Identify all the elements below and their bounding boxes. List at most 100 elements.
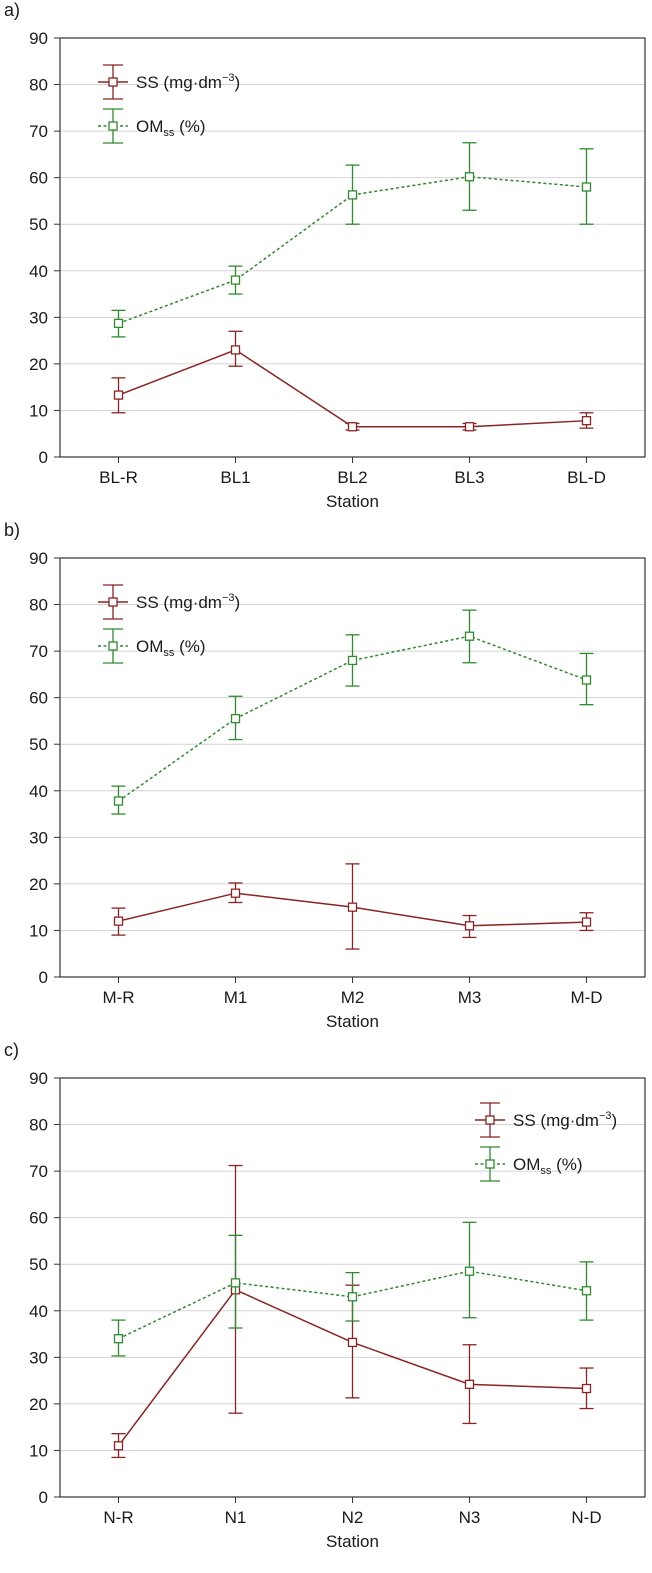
x-axis-label: Station <box>326 1012 379 1031</box>
x-tick-label: M2 <box>341 988 365 1007</box>
legend-ss-label: SS (mg·dm−3) <box>513 1110 617 1130</box>
y-tick-label: 70 <box>29 642 48 661</box>
series-om <box>111 609 594 815</box>
data-point <box>230 888 241 898</box>
y-tick-label: 50 <box>29 1255 48 1274</box>
data-point <box>113 1334 124 1344</box>
data-point <box>113 796 124 806</box>
y-tick-label: 40 <box>29 1302 48 1321</box>
x-tick-label: N-D <box>571 1508 601 1527</box>
data-point <box>230 713 241 724</box>
y-tick-label: 60 <box>29 1209 48 1228</box>
data-point <box>113 916 124 926</box>
legend-om-marker <box>108 121 118 131</box>
legend-om-label: OMss (%) <box>513 1155 583 1177</box>
data-point <box>581 182 592 192</box>
y-tick-label: 10 <box>29 921 48 940</box>
y-tick-label: 60 <box>29 169 48 188</box>
y-tick-label: 30 <box>29 828 48 847</box>
series-ss <box>111 863 594 950</box>
data-point <box>230 345 241 355</box>
data-point <box>464 172 475 182</box>
y-tick-label: 70 <box>29 1162 48 1181</box>
data-point <box>113 390 124 400</box>
legend: SS (mg·dm−3) OMss (%) <box>475 1102 617 1182</box>
legend: SS (mg·dm−3) OMss (%) <box>98 64 240 144</box>
y-tick-label: 60 <box>29 689 48 708</box>
y-tick-label: 90 <box>29 29 48 48</box>
y-tick-label: 30 <box>29 308 48 327</box>
y-tick-label: 20 <box>29 355 48 374</box>
data-point <box>581 416 592 426</box>
legend-om-label: OMss (%) <box>136 117 206 139</box>
panel-c-label: c) <box>4 1040 19 1060</box>
y-tick-label: 0 <box>39 1488 48 1507</box>
data-point <box>464 1266 475 1276</box>
series-line-om <box>118 635 587 802</box>
legend-om-marker <box>485 1159 495 1169</box>
data-point <box>347 655 358 666</box>
x-tick-label: M-R <box>102 988 134 1007</box>
x-tick-label: BL1 <box>220 468 250 487</box>
legend-ss-marker <box>108 77 118 87</box>
plot-frame <box>59 37 646 458</box>
panel-a-label: a) <box>4 0 21 20</box>
legend-ss-label: SS (mg·dm−3) <box>136 592 240 612</box>
data-point <box>464 422 475 432</box>
data-point <box>464 1379 475 1389</box>
legend-om-label: OMss (%) <box>136 637 206 659</box>
x-axis-label: Station <box>326 492 379 511</box>
x-tick-label: BL-R <box>99 468 138 487</box>
legend: SS (mg·dm−3) OMss (%) <box>98 584 240 664</box>
panel-a: a) 0 10 20 30 40 50 60 70 80 90 BL-R BL1 BL2 BL3 BL-D S… <box>0 0 652 520</box>
y-tick-label: 20 <box>29 1395 48 1414</box>
y-tick-label: 70 <box>29 122 48 141</box>
x-tick-label: N3 <box>459 1508 481 1527</box>
panel-c: c) 0 10 20 30 40 50 60 70 80 90 N-R N1 N2 N3 N-D Statio… <box>0 1040 652 1560</box>
y-tick-label: 40 <box>29 782 48 801</box>
data-point <box>230 275 241 285</box>
data-point <box>347 1292 358 1302</box>
data-point <box>581 1383 592 1394</box>
series-ss <box>111 330 594 432</box>
x-tick-label: N1 <box>225 1508 247 1527</box>
y-tick-label: 80 <box>29 76 48 95</box>
x-tick-label: BL-D <box>567 468 606 487</box>
x-tick-label: BL3 <box>454 468 484 487</box>
panel-b: b) 0 10 20 30 40 50 60 70 80 90 M-R M1 M2 M3 M-D Statio… <box>0 520 652 1040</box>
data-point <box>347 422 358 432</box>
y-tick-label: 0 <box>39 448 48 467</box>
x-axis-label: Station <box>326 1532 379 1551</box>
y-tick-label: 80 <box>29 596 48 615</box>
x-tick-label: M3 <box>458 988 482 1007</box>
data-point <box>113 1441 124 1451</box>
data-point <box>230 1278 241 1288</box>
chart-a: 0 10 20 30 40 50 60 70 80 90 BL-R BL1 BL2 BL3 BL-D Stat… <box>29 29 646 511</box>
y-tick-label: 80 <box>29 1116 48 1135</box>
y-tick-label: 10 <box>29 401 48 420</box>
series-line-ss <box>118 349 587 428</box>
y-tick-label: 10 <box>29 1441 48 1460</box>
legend-ss-label: SS (mg·dm−3) <box>136 72 240 92</box>
data-point <box>464 921 475 931</box>
x-tick-label: M1 <box>224 988 248 1007</box>
series-line-om <box>118 175 587 325</box>
y-tick-label: 40 <box>29 262 48 281</box>
data-point <box>581 1286 592 1296</box>
data-point <box>347 902 358 912</box>
data-point <box>347 190 358 200</box>
y-tick-label: 20 <box>29 875 48 894</box>
legend-ss-marker <box>485 1115 495 1125</box>
panel-b-label: b) <box>4 520 21 540</box>
x-tick-label: N2 <box>342 1508 364 1527</box>
x-tick-label: N-R <box>103 1508 133 1527</box>
data-point <box>581 917 592 927</box>
data-point <box>113 318 124 329</box>
data-point <box>347 1337 358 1348</box>
legend-ss-marker <box>108 597 118 607</box>
chart-c: 0 10 20 30 40 50 60 70 80 90 N-R N1 N2 N3 N-D Station SS… <box>29 1069 646 1551</box>
y-tick-label: 90 <box>29 1069 48 1088</box>
y-tick-label: 50 <box>29 735 48 754</box>
series-om <box>111 142 594 338</box>
x-tick-label: BL2 <box>337 468 367 487</box>
